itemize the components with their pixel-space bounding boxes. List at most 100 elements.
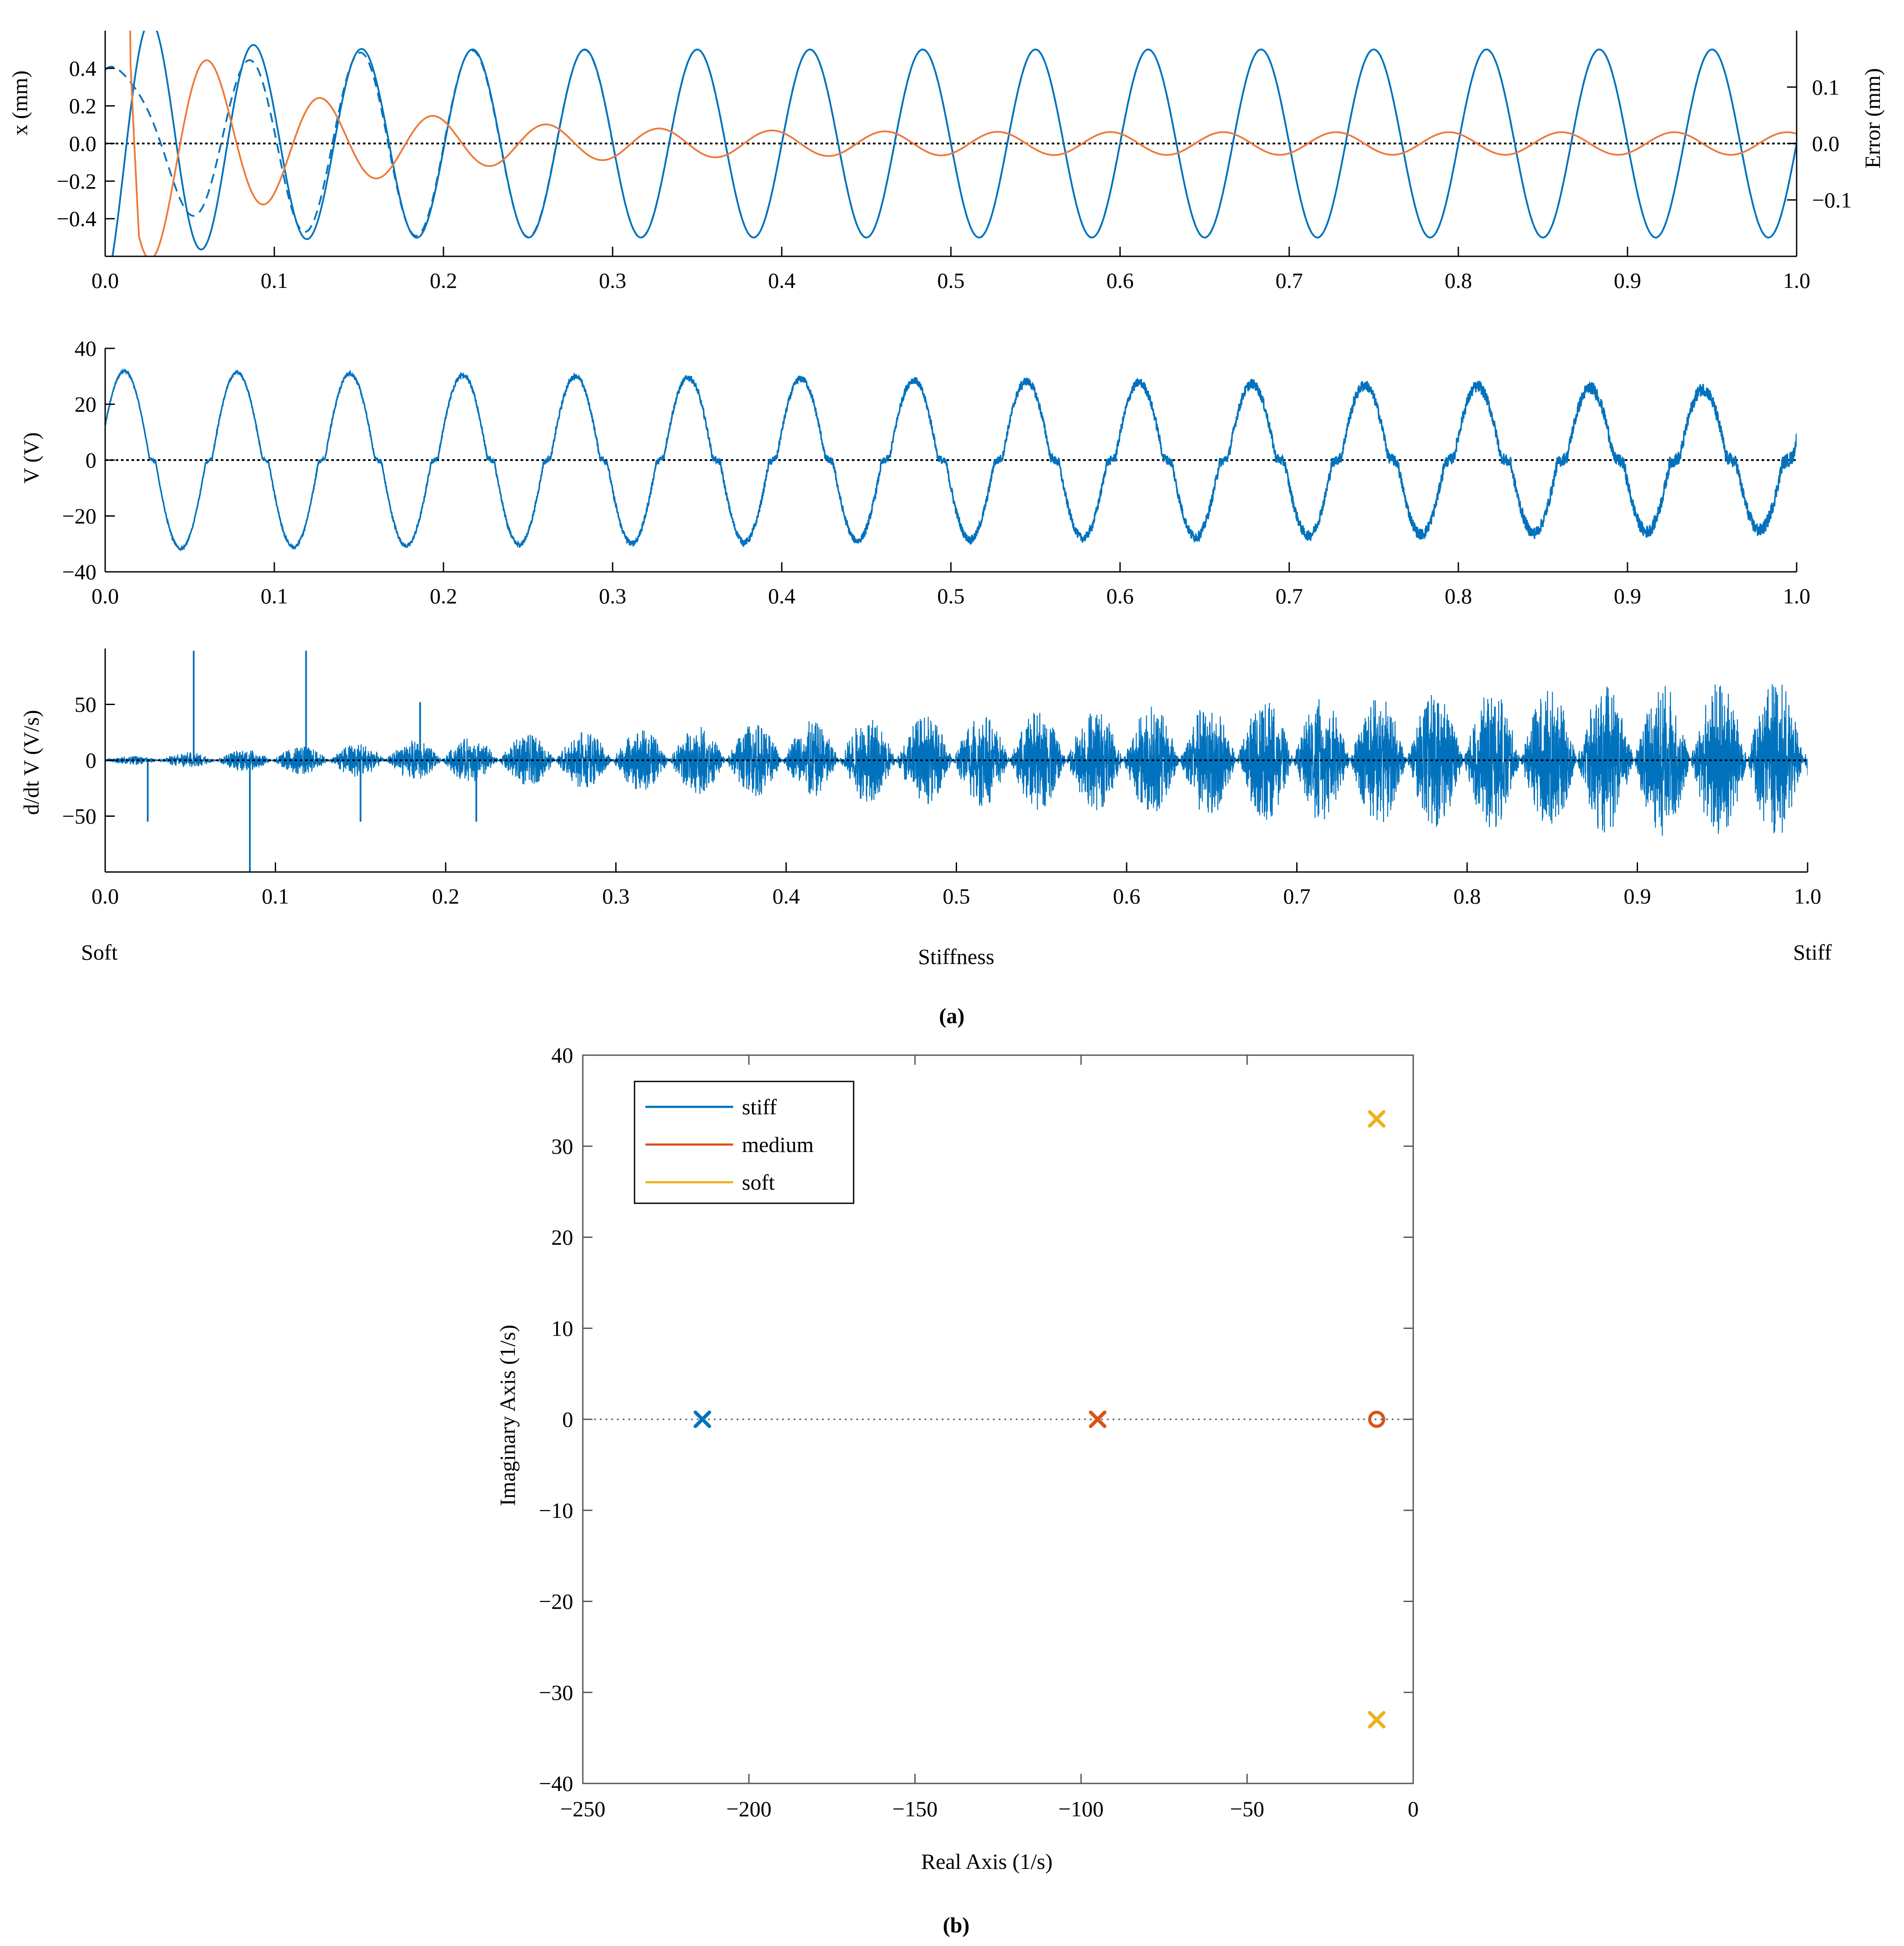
x-tick-label: 0.8 — [1445, 268, 1472, 293]
x-tick-label: 0.7 — [1276, 268, 1303, 293]
displacement-axes: 0.0 0.1 0.2 0.3 0.4 0.5 0.6 0.7 0.8 0.9 1.0 −0.4 −0.… — [57, 31, 1852, 293]
voltage-traces — [105, 368, 1797, 552]
x-tick-label: 0.6 — [1106, 268, 1134, 293]
pole-zero-x-label: Real Axis (1/s) — [921, 1849, 1053, 1874]
y-tick-label: 0.2 — [69, 94, 97, 118]
displacement-y-label: x (mm) — [7, 71, 32, 136]
x-tick-label: −250 — [560, 1797, 605, 1821]
x-tick-label: 0.1 — [262, 884, 289, 908]
legend-label-soft: soft — [742, 1170, 775, 1195]
y-tick-label: 0 — [85, 448, 96, 472]
y-tick-label: 20 — [74, 392, 96, 417]
error-trace — [129, 31, 1797, 256]
y2-tick-label: −0.1 — [1812, 188, 1852, 212]
y-tick-label: −40 — [539, 1771, 573, 1796]
pole-marker-soft — [1368, 1711, 1386, 1729]
x-tick-label: 0.5 — [943, 884, 970, 908]
x-tick-label: −50 — [1230, 1797, 1264, 1821]
voltage-derivative-axes: 0.0 0.1 0.2 0.3 0.4 0.5 0.6 0.7 0.8 0.9 1.0 −50 0 50 — [62, 649, 1821, 908]
displacement-chart: 0.0 0.1 0.2 0.3 0.4 0.5 0.6 0.7 0.8 0.9 1.0 −0.4 −0.… — [7, 31, 1885, 293]
stiff-label: Stiff — [1793, 940, 1832, 964]
x-tick-label: 0.8 — [1454, 884, 1481, 908]
voltage-derivative-plot-area — [105, 651, 1808, 872]
y-tick-label: 40 — [551, 1043, 573, 1067]
x-tick-label: −150 — [892, 1797, 937, 1821]
y2-tick-label: 0.0 — [1812, 131, 1840, 156]
y-tick-label: −20 — [62, 504, 96, 528]
x-tick-label: 1.0 — [1783, 268, 1811, 293]
voltage-derivative-trace — [105, 684, 1808, 836]
y-tick-label: 20 — [551, 1225, 573, 1250]
x-tick-label: 0.9 — [1624, 884, 1651, 908]
x-tick-label: 0.8 — [1445, 584, 1472, 608]
x-tick-label: −100 — [1058, 1797, 1103, 1821]
y-tick-label: −0.2 — [57, 169, 96, 193]
y-tick-label: 30 — [551, 1134, 573, 1159]
x-tick-label: 0.2 — [430, 584, 457, 608]
x-tick-label: 0 — [1408, 1797, 1419, 1821]
y-tick-label: −50 — [62, 804, 96, 829]
pole-zero-y-label: Imaginary Axis (1/s) — [495, 1325, 520, 1506]
x-tick-label: 0.9 — [1614, 268, 1642, 293]
x-tick-label: 0.1 — [261, 584, 288, 608]
zero-marker-medium — [1368, 1411, 1386, 1428]
x-tick-label: 0.7 — [1283, 884, 1311, 908]
x-tick-label: 0.3 — [602, 884, 630, 908]
y-tick-label: 0 — [562, 1407, 573, 1432]
y-tick-label: 0.0 — [69, 131, 97, 156]
x-tick-label: 0.0 — [92, 268, 119, 293]
voltage-derivative-chart: 0.0 0.1 0.2 0.3 0.4 0.5 0.6 0.7 0.8 0.9 1.0−50050 … — [19, 649, 1821, 908]
x-tick-label: 0.4 — [773, 884, 800, 908]
stiffness-label: Stiffness — [918, 944, 994, 969]
pole-zero-plot — [583, 1110, 1413, 1729]
x-tick-label: 0.9 — [1614, 584, 1642, 608]
x-tick-label: 0.5 — [937, 268, 965, 293]
displacement-plot-area — [105, 31, 1797, 256]
voltage-derivative-y-label: d/dt V (V/s) — [19, 710, 43, 815]
pole-marker-medium — [1089, 1411, 1106, 1428]
y-tick-label: −0.4 — [57, 206, 96, 231]
x-tick-label: 0.1 — [261, 268, 288, 293]
x-tick-label: 0.0 — [92, 884, 119, 908]
y-tick-label: 50 — [74, 692, 96, 717]
panel-a-label: (a) — [939, 1003, 964, 1028]
x-tick-label: 1.0 — [1794, 884, 1822, 908]
y-tick-label: 10 — [551, 1316, 573, 1340]
x-tick-label: 0.4 — [768, 584, 796, 608]
x-tick-label: −200 — [726, 1797, 771, 1821]
pole-zero-chart: −250 −200 −150 −100 −50 0−40−30−20−1001020304… — [495, 1043, 1419, 1874]
pole-marker-stiff — [693, 1411, 711, 1428]
x-tick-label: 0.3 — [599, 268, 627, 293]
x-tick-label: 0.2 — [430, 268, 457, 293]
pole-zero-legend: stiff medium soft — [634, 1081, 854, 1204]
soft-label: Soft — [81, 940, 117, 964]
y-tick-label: 40 — [74, 336, 96, 361]
x-tick-label: 0.6 — [1106, 584, 1134, 608]
x-tick-label: 0.6 — [1113, 884, 1141, 908]
voltage-plot-area — [105, 368, 1797, 552]
y-tick-label: −20 — [539, 1589, 573, 1614]
measured-trace — [111, 31, 1797, 256]
voltage-chart: 0.0 0.1 0.2 0.3 0.4 0.5 0.6 0.7 0.8 0.9 1.0 −40 −20 0… — [19, 336, 1810, 608]
x-tick-label: 1.0 — [1783, 584, 1811, 608]
voltage-trace — [105, 368, 1797, 552]
y-tick-label: 0 — [85, 748, 96, 773]
y-tick-label: −30 — [539, 1680, 573, 1705]
pole-marker-soft — [1368, 1110, 1386, 1128]
voltage-derivative-traces — [105, 651, 1808, 872]
y2-tick-label: 0.1 — [1812, 75, 1840, 99]
y-tick-label: −40 — [62, 560, 96, 584]
x-tick-label: 0.0 — [92, 584, 119, 608]
displacement-y2-label: Error (mm) — [1860, 68, 1885, 168]
x-tick-label: 0.4 — [768, 268, 796, 293]
displacement-traces — [105, 31, 1797, 256]
legend-label-stiff: stiff — [742, 1095, 777, 1119]
x-tick-label: 0.2 — [432, 884, 460, 908]
legend-label-medium: medium — [742, 1132, 814, 1157]
y-tick-label: 0.4 — [69, 56, 97, 81]
y-tick-label: −10 — [539, 1498, 573, 1523]
pole-zero-axes: −250 −200 −150 −100 −50 0−40−30−20−1001020304… — [539, 1043, 1419, 1821]
x-tick-label: 0.7 — [1276, 584, 1303, 608]
